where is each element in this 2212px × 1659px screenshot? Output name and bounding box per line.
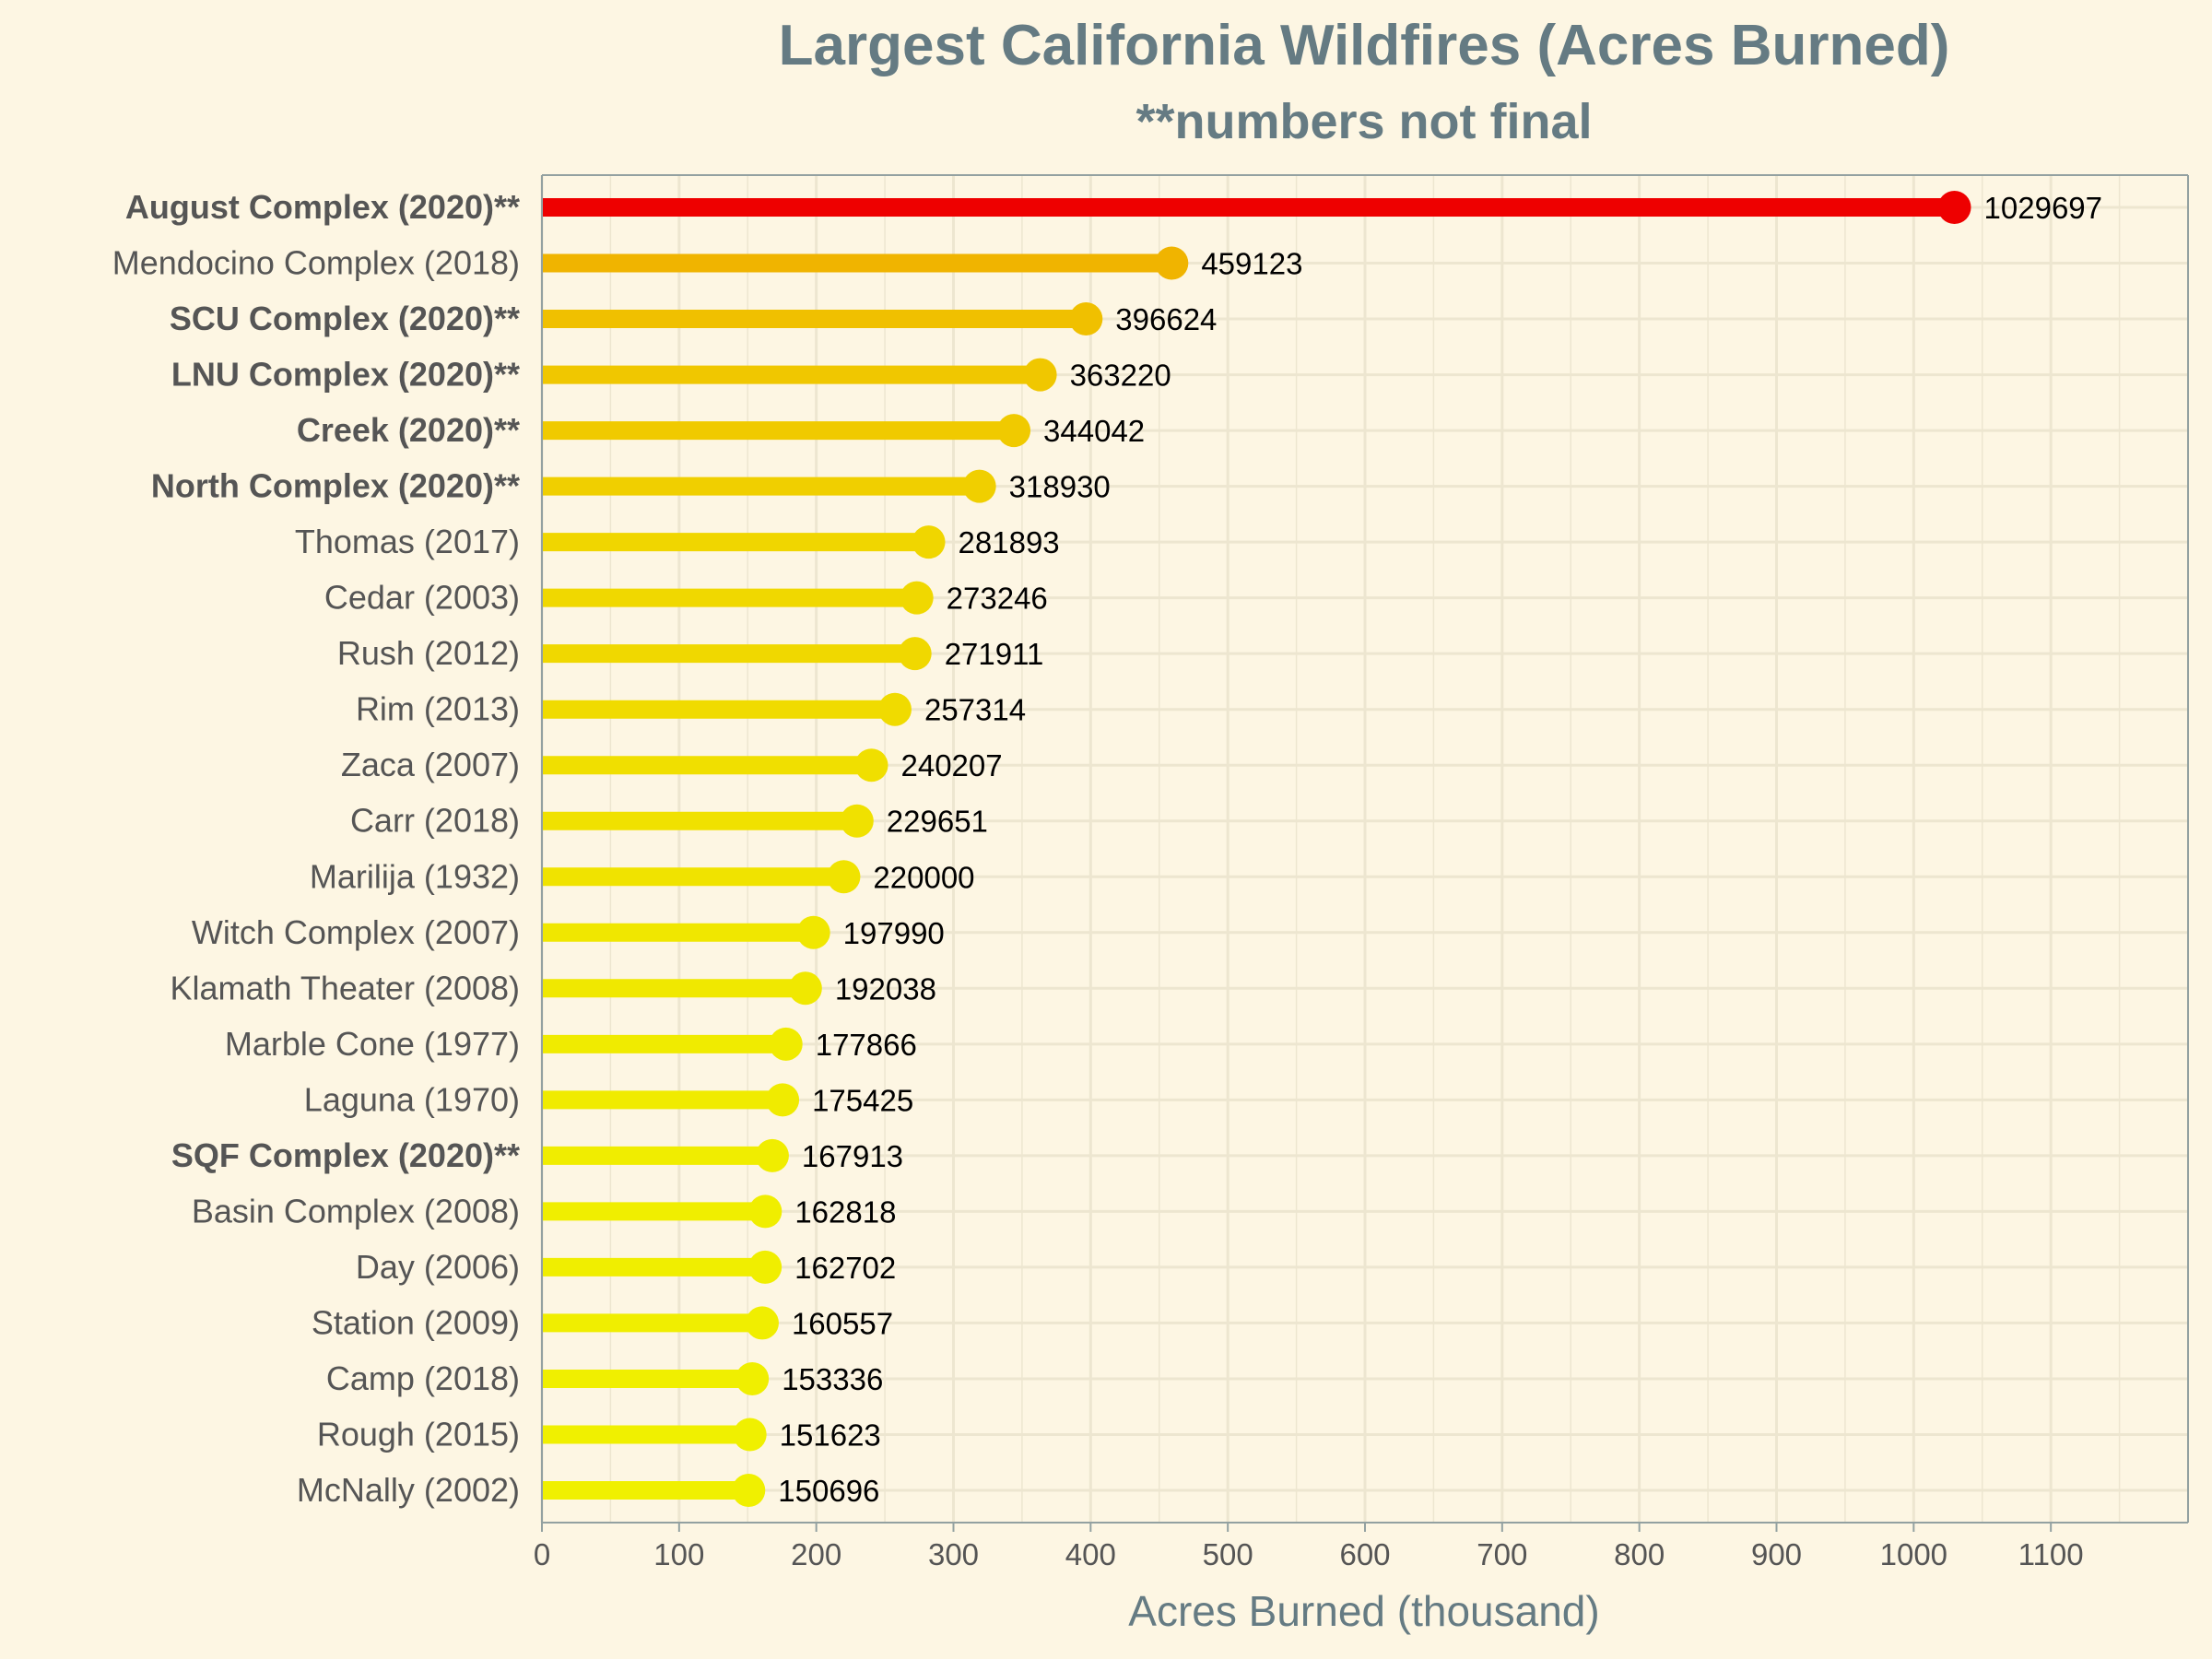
category-label: Rush (2012) bbox=[337, 634, 520, 672]
category-label: Basin Complex (2008) bbox=[192, 1192, 520, 1230]
value-label: 229651 bbox=[887, 805, 988, 839]
value-label: 318930 bbox=[1009, 470, 1111, 504]
lollipop-dot bbox=[1937, 191, 1971, 224]
value-label: 240207 bbox=[901, 748, 1003, 782]
lollipop-dot bbox=[732, 1474, 766, 1507]
value-label: 459123 bbox=[1201, 247, 1302, 281]
x-tick-label: 500 bbox=[1203, 1537, 1253, 1571]
x-axis-label: Acres Burned (thousand) bbox=[1128, 1587, 1599, 1635]
value-label: 281893 bbox=[959, 525, 1060, 559]
category-label: Thomas (2017) bbox=[295, 523, 520, 560]
category-label: Laguna (1970) bbox=[304, 1080, 520, 1118]
x-tick-label: 600 bbox=[1339, 1537, 1390, 1571]
category-label: Station (2009) bbox=[312, 1303, 520, 1341]
lollipop-dot bbox=[912, 525, 946, 559]
value-label: 344042 bbox=[1043, 414, 1145, 448]
lollipop-dot bbox=[1069, 302, 1103, 336]
value-label: 150696 bbox=[778, 1474, 879, 1508]
x-tick-label: 1100 bbox=[2018, 1537, 2084, 1571]
category-label: SQF Complex (2020)** bbox=[171, 1136, 520, 1174]
category-label: Rim (2013) bbox=[356, 690, 520, 728]
category-label: Rough (2015) bbox=[317, 1415, 520, 1453]
category-label: Camp (2018) bbox=[326, 1359, 520, 1397]
lollipop-dot bbox=[1155, 246, 1189, 280]
category-label: Marble Cone (1977) bbox=[225, 1025, 520, 1063]
chart-subtitle: **numbers not final bbox=[1135, 94, 1592, 149]
category-label: Marilija (1932) bbox=[310, 857, 520, 895]
value-label: 396624 bbox=[1115, 302, 1217, 336]
x-tick-label: 200 bbox=[791, 1537, 841, 1571]
category-label: LNU Complex (2020)** bbox=[171, 356, 520, 394]
x-tick-label: 400 bbox=[1065, 1537, 1116, 1571]
lollipop-marks bbox=[542, 191, 1971, 1507]
lollipop-dot bbox=[877, 692, 912, 726]
lollipop-dot bbox=[755, 1138, 789, 1172]
value-label: 192038 bbox=[835, 971, 936, 1006]
lollipop-dot bbox=[997, 414, 1031, 448]
category-label: Klamath Theater (2008) bbox=[170, 969, 520, 1006]
x-tick-label: 700 bbox=[1477, 1537, 1527, 1571]
value-label: 273246 bbox=[947, 582, 1048, 616]
x-tick-label: 900 bbox=[1751, 1537, 1802, 1571]
lollipop-dot bbox=[766, 1083, 800, 1117]
lollipop-dot bbox=[854, 748, 888, 782]
lollipop-dot bbox=[748, 1250, 782, 1284]
value-labels: 1029697 459123 396624 363220 344042 318930 281… bbox=[778, 191, 2102, 1508]
value-label: 271911 bbox=[945, 637, 1044, 671]
chart-title: Largest California Wildfires (Acres Burn… bbox=[779, 14, 1950, 77]
value-label: 257314 bbox=[924, 693, 1026, 727]
value-label: 160557 bbox=[792, 1306, 893, 1340]
category-label: Creek (2020)** bbox=[297, 411, 520, 449]
lollipop-dot bbox=[733, 1418, 767, 1452]
value-label: 153336 bbox=[782, 1362, 883, 1396]
lollipop-dot bbox=[769, 1027, 803, 1061]
lollipop-dot bbox=[962, 469, 996, 503]
category-label: Mendocino Complex (2018) bbox=[112, 244, 520, 282]
x-tick-label: 100 bbox=[653, 1537, 704, 1571]
category-labels: August Complex (2020)** Mendocino Complex… bbox=[112, 188, 520, 1509]
lollipop-dot bbox=[796, 915, 830, 949]
value-label: 162702 bbox=[794, 1251, 896, 1285]
x-tick-label: 1000 bbox=[1880, 1537, 1947, 1571]
category-label: North Complex (2020)** bbox=[151, 467, 520, 505]
category-label: Witch Complex (2007) bbox=[192, 913, 520, 951]
x-tick-label: 0 bbox=[534, 1537, 550, 1571]
lollipop-dot bbox=[745, 1306, 779, 1340]
x-tick-label: 300 bbox=[928, 1537, 979, 1571]
lollipop-dot bbox=[748, 1194, 782, 1229]
lollipop-dot bbox=[898, 637, 932, 671]
category-label: Cedar (2003) bbox=[324, 579, 520, 617]
value-label: 151623 bbox=[780, 1418, 881, 1452]
lollipop-dot bbox=[788, 971, 822, 1006]
category-label: August Complex (2020)** bbox=[125, 188, 520, 226]
value-label: 363220 bbox=[1070, 359, 1171, 393]
value-label: 162818 bbox=[794, 1194, 896, 1229]
x-tick-label: 800 bbox=[1614, 1537, 1665, 1571]
lollipop-dot bbox=[900, 581, 934, 615]
category-label: Zaca (2007) bbox=[341, 746, 520, 783]
lollipop-dot bbox=[840, 804, 874, 838]
value-label: 177866 bbox=[816, 1028, 917, 1062]
value-label: 175425 bbox=[812, 1083, 913, 1117]
lollipop-dot bbox=[735, 1361, 770, 1395]
x-axis: 0 100 200 300 400 500 600 700 800 900 1000 1100 bbox=[534, 174, 2189, 1571]
value-label: 220000 bbox=[873, 860, 974, 894]
value-label: 197990 bbox=[843, 916, 945, 950]
category-label: Day (2006) bbox=[356, 1248, 520, 1286]
category-label: McNally (2002) bbox=[297, 1471, 520, 1509]
lollipop-dot bbox=[827, 860, 861, 894]
category-label: Carr (2018) bbox=[350, 802, 520, 840]
category-label: SCU Complex (2020)** bbox=[170, 300, 520, 337]
lollipop-dot bbox=[1023, 358, 1057, 392]
grid-lines bbox=[540, 175, 2188, 1523]
value-label: 1029697 bbox=[1984, 191, 2102, 225]
value-label: 167913 bbox=[802, 1139, 903, 1173]
